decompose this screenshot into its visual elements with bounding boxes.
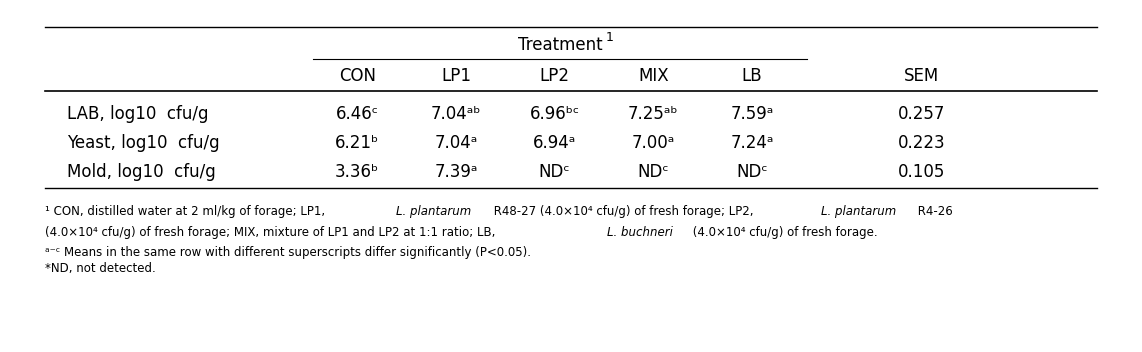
- Text: ¹ CON, distilled water at 2 ml/kg of forage; LP1,: ¹ CON, distilled water at 2 ml/kg of for…: [45, 205, 329, 218]
- Text: 0.223: 0.223: [898, 133, 946, 152]
- Text: 6.96ᵇᶜ: 6.96ᵇᶜ: [530, 105, 580, 122]
- Text: L. buchneri: L. buchneri: [608, 226, 673, 239]
- Text: 7.04ᵃᵇ: 7.04ᵃᵇ: [431, 105, 481, 122]
- Text: Yeast, log10  cfu/g: Yeast, log10 cfu/g: [66, 133, 219, 152]
- Text: Mold, log10  cfu/g: Mold, log10 cfu/g: [66, 163, 216, 181]
- Text: *ND, not detected.: *ND, not detected.: [45, 262, 155, 275]
- Text: 7.39ᵃ: 7.39ᵃ: [434, 163, 477, 181]
- Text: L. plantarum: L. plantarum: [396, 205, 472, 218]
- Text: LP2: LP2: [539, 67, 570, 85]
- Text: NDᶜ: NDᶜ: [539, 163, 570, 181]
- Text: R4-26: R4-26: [914, 205, 952, 218]
- Text: LP1: LP1: [441, 67, 471, 85]
- Text: 3.36ᵇ: 3.36ᵇ: [335, 163, 379, 181]
- Text: LAB, log10  cfu/g: LAB, log10 cfu/g: [66, 105, 208, 122]
- Text: L. plantarum: L. plantarum: [821, 205, 896, 218]
- Text: 1: 1: [606, 31, 614, 44]
- Text: 6.46ᶜ: 6.46ᶜ: [336, 105, 379, 122]
- Text: 6.94ᵃ: 6.94ᵃ: [533, 133, 577, 152]
- Text: MIX: MIX: [638, 67, 668, 85]
- Text: 0.105: 0.105: [898, 163, 946, 181]
- Text: 0.257: 0.257: [898, 105, 946, 122]
- Text: SEM: SEM: [904, 67, 940, 85]
- Text: (4.0×10⁴ cfu/g) of fresh forage.: (4.0×10⁴ cfu/g) of fresh forage.: [689, 226, 877, 239]
- Text: 7.04ᵃ: 7.04ᵃ: [434, 133, 477, 152]
- Text: 7.59ᵃ: 7.59ᵃ: [730, 105, 773, 122]
- Text: 7.24ᵃ: 7.24ᵃ: [730, 133, 773, 152]
- Text: ᵃ⁻ᶜ Means in the same row with different superscripts differ significantly (P<0.: ᵃ⁻ᶜ Means in the same row with different…: [45, 246, 531, 259]
- Text: R48-27 (4.0×10⁴ cfu/g) of fresh forage; LP2,: R48-27 (4.0×10⁴ cfu/g) of fresh forage; …: [490, 205, 757, 218]
- Text: (4.0×10⁴ cfu/g) of fresh forage; MIX, mixture of LP1 and LP2 at 1:1 ratio; LB,: (4.0×10⁴ cfu/g) of fresh forage; MIX, mi…: [45, 226, 499, 239]
- Text: LB: LB: [741, 67, 762, 85]
- Text: NDᶜ: NDᶜ: [737, 163, 767, 181]
- Text: NDᶜ: NDᶜ: [637, 163, 669, 181]
- Text: Treatment: Treatment: [517, 36, 602, 54]
- Text: CON: CON: [339, 67, 376, 85]
- Text: 6.21ᵇ: 6.21ᵇ: [335, 133, 379, 152]
- Text: 7.25ᵃᵇ: 7.25ᵃᵇ: [628, 105, 678, 122]
- Text: 7.00ᵃ: 7.00ᵃ: [632, 133, 675, 152]
